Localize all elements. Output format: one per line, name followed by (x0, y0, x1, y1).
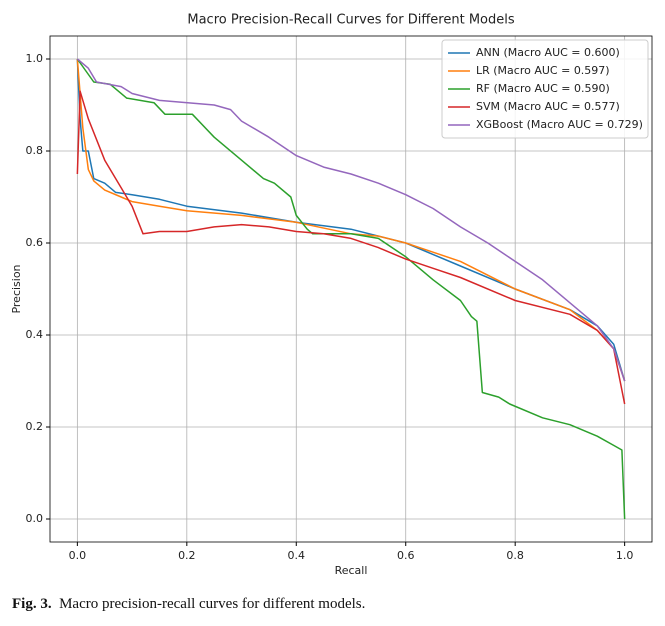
y-tick-label: 0.4 (26, 328, 44, 341)
series-line (76, 58, 626, 520)
plot-frame (49, 35, 653, 543)
caption-text: Macro precision-recall curves for differ… (59, 596, 366, 612)
x-tick-label: 0.4 (288, 549, 306, 562)
legend-box (441, 39, 649, 139)
y-tick-label: 0.8 (26, 144, 44, 157)
x-tick-label: 0.8 (506, 549, 524, 562)
legend-label: LR (Macro AUC = 0.597) (476, 64, 610, 77)
y-tick-label: 0.6 (26, 236, 44, 249)
series-line (76, 58, 626, 382)
y-tick-label: 1.0 (26, 52, 44, 65)
y-tick-label: 0.0 (26, 512, 44, 525)
x-tick-label: 0.2 (178, 549, 196, 562)
caption: Fig. 3. Macro precision-recall curves fo… (12, 596, 365, 613)
series-line (76, 90, 626, 405)
caption-label: Fig. 3. (12, 596, 52, 612)
y-axis-label: Precision (10, 264, 23, 313)
legend-label: RF (Macro AUC = 0.590) (476, 82, 610, 95)
x-tick-label: 0.0 (69, 549, 87, 562)
y-tick-label: 0.2 (26, 420, 44, 433)
legend-label: SVM (Macro AUC = 0.577) (476, 100, 620, 113)
x-tick-label: 1.0 (616, 549, 634, 562)
chart-title: Macro Precision-Recall Curves for Differ… (187, 13, 514, 28)
series-line (76, 58, 626, 382)
x-axis-label: Recall (335, 564, 368, 577)
legend-label: XGBoost (Macro AUC = 0.729) (476, 118, 643, 131)
chart: Macro Precision-Recall Curves for Differ… (10, 13, 653, 577)
x-tick-label: 0.6 (397, 549, 415, 562)
legend-label: ANN (Macro AUC = 0.600) (476, 46, 620, 59)
